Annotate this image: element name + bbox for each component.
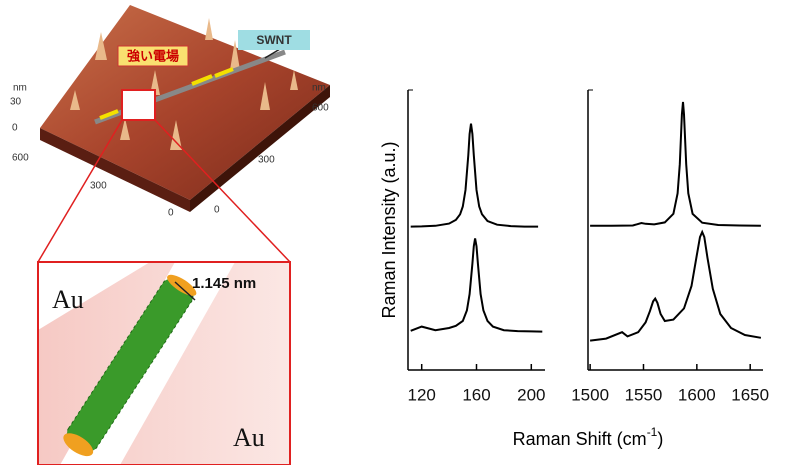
axis-label: 600 [12,153,29,164]
x-label-text: ) [657,429,663,449]
axis-label: 0 [12,123,18,134]
x-tick-label: 160 [462,385,490,404]
axis-label: 300 [90,181,107,192]
tube-label: SWNT [256,33,292,47]
axis-label: 0 [168,208,174,219]
figure: 強い電場 SWNT nm 30 0 600 300 0 nm 600 300 0… [0,0,787,465]
spectrum-line [590,232,761,341]
x-tick-label: 1650 [731,385,769,404]
x-tick-label: 1600 [678,385,716,404]
metal-label: Au [233,423,265,452]
y-axis-label: Raman Intensity (a.u.) [379,141,399,318]
spectrum-line [590,102,761,226]
afm-image: 強い電場 SWNT nm 30 0 600 300 0 nm 600 300 0 [10,5,330,219]
spectrum-line [411,238,543,331]
x-tick-label: 1500 [571,385,609,404]
x-label-text: Raman Shift (cm [513,429,647,449]
x-tick-label: 1550 [625,385,663,404]
axis-label: 600 [312,103,329,114]
axis-label: 30 [10,97,22,108]
x-tick-label: 120 [408,385,436,404]
axis-label: nm [312,83,326,94]
metal-label: Au [52,285,84,314]
x-axis-label: Raman Shift (cm-1) [513,425,664,449]
field-label: 強い電場 [127,48,179,63]
x-tick-label: 200 [517,385,545,404]
spectrum-line [411,124,538,227]
axis-label: nm [13,83,27,94]
axis-label: 0 [214,205,220,216]
axis-label: 300 [258,155,275,166]
x-label-sup: -1 [647,425,658,439]
zoom-box [122,90,155,120]
diameter-label: 1.145 nm [192,275,256,292]
